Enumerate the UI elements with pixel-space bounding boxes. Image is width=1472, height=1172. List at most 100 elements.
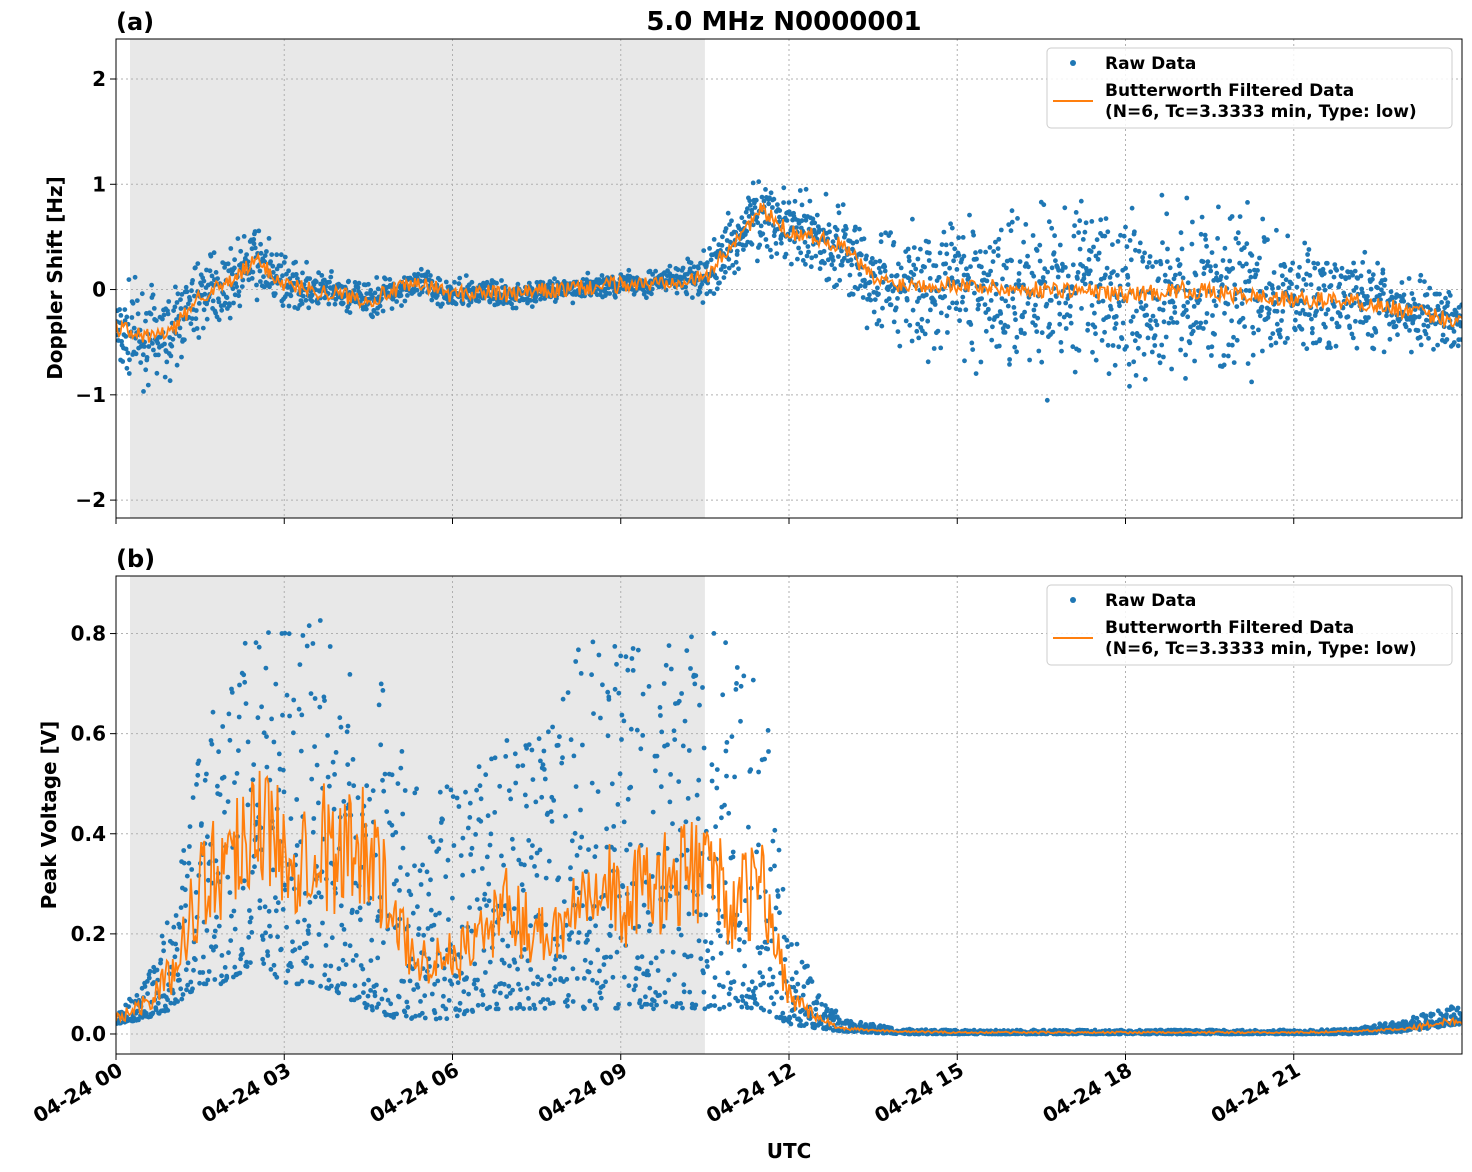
raw-data-point bbox=[318, 894, 324, 900]
raw-data-point bbox=[871, 309, 877, 315]
raw-data-point bbox=[733, 230, 739, 235]
raw-data-point bbox=[415, 271, 421, 277]
raw-data-point bbox=[307, 276, 313, 281]
raw-data-point bbox=[160, 316, 165, 322]
raw-data-point bbox=[538, 296, 543, 302]
raw-data-point bbox=[895, 296, 900, 301]
raw-data-point bbox=[1127, 238, 1133, 243]
raw-data-point bbox=[330, 759, 336, 765]
raw-data-point bbox=[526, 742, 532, 747]
raw-data-point bbox=[835, 203, 841, 209]
raw-data-point bbox=[974, 256, 979, 262]
raw-data-point bbox=[1320, 266, 1326, 272]
raw-data-point bbox=[594, 1006, 599, 1011]
raw-data-point bbox=[1185, 280, 1191, 286]
raw-data-point bbox=[877, 258, 883, 264]
raw-data-point bbox=[201, 278, 207, 284]
raw-data-point bbox=[417, 868, 423, 874]
raw-data-point bbox=[234, 771, 240, 776]
raw-data-point bbox=[966, 275, 971, 281]
raw-data-point bbox=[708, 257, 714, 263]
raw-data-point bbox=[723, 269, 728, 275]
raw-data-point bbox=[642, 289, 647, 295]
raw-data-point bbox=[754, 214, 760, 220]
raw-data-point bbox=[326, 301, 332, 307]
raw-data-point bbox=[1212, 331, 1217, 337]
raw-data-point bbox=[273, 908, 279, 914]
raw-data-point bbox=[1009, 258, 1014, 264]
raw-data-point bbox=[1300, 307, 1306, 313]
raw-data-point bbox=[316, 932, 322, 937]
raw-data-point bbox=[401, 979, 407, 984]
raw-data-point bbox=[878, 232, 884, 238]
raw-data-point bbox=[1336, 324, 1342, 329]
raw-data-point bbox=[633, 983, 638, 989]
raw-data-point bbox=[332, 301, 338, 307]
raw-data-point bbox=[457, 1000, 463, 1006]
raw-data-point bbox=[860, 295, 866, 300]
raw-data-point bbox=[234, 284, 240, 290]
raw-data-point bbox=[1146, 260, 1152, 265]
raw-data-point bbox=[261, 274, 266, 280]
raw-data-point bbox=[346, 781, 352, 787]
raw-data-point bbox=[979, 264, 984, 270]
raw-data-point bbox=[1171, 276, 1177, 282]
raw-data-point bbox=[768, 190, 774, 196]
raw-data-point bbox=[1249, 379, 1254, 385]
raw-data-point bbox=[1317, 337, 1323, 342]
raw-data-point bbox=[563, 813, 568, 819]
raw-data-point bbox=[342, 981, 348, 987]
raw-data-point bbox=[943, 261, 949, 267]
raw-data-point bbox=[1388, 289, 1394, 295]
raw-data-point bbox=[772, 827, 778, 833]
raw-data-point bbox=[1178, 230, 1184, 236]
raw-data-point bbox=[1090, 349, 1095, 355]
raw-data-point bbox=[1081, 272, 1087, 278]
raw-data-point bbox=[635, 647, 641, 653]
raw-data-point bbox=[745, 1005, 750, 1010]
raw-data-point bbox=[906, 258, 912, 264]
raw-data-point bbox=[1431, 346, 1436, 352]
raw-data-point bbox=[611, 824, 617, 829]
raw-data-point bbox=[713, 824, 718, 830]
y-tick-label: 1 bbox=[92, 172, 106, 196]
raw-data-point bbox=[270, 270, 276, 275]
raw-data-point bbox=[616, 690, 622, 696]
raw-data-point bbox=[1219, 282, 1225, 288]
raw-data-point bbox=[626, 983, 632, 989]
raw-data-point bbox=[368, 958, 374, 963]
raw-data-point bbox=[1353, 318, 1358, 324]
raw-data-point bbox=[518, 987, 523, 992]
raw-data-point bbox=[615, 802, 621, 807]
raw-data-point bbox=[337, 715, 343, 721]
raw-data-point bbox=[1020, 314, 1025, 320]
raw-data-point bbox=[369, 1004, 375, 1009]
raw-data-point bbox=[1244, 241, 1250, 247]
raw-data-point bbox=[585, 270, 591, 276]
raw-data-point bbox=[304, 259, 309, 265]
raw-data-point bbox=[230, 286, 236, 292]
raw-data-point bbox=[1312, 265, 1318, 271]
raw-data-point bbox=[755, 945, 761, 951]
raw-data-point bbox=[1158, 261, 1164, 267]
raw-data-point bbox=[420, 862, 425, 868]
raw-data-point bbox=[180, 992, 186, 997]
raw-data-point bbox=[224, 295, 230, 301]
raw-data-point bbox=[1118, 232, 1123, 238]
raw-data-point bbox=[302, 917, 307, 923]
raw-data-point bbox=[313, 279, 319, 285]
raw-data-point bbox=[134, 1008, 140, 1014]
raw-data-point bbox=[117, 307, 122, 312]
raw-data-point bbox=[356, 280, 362, 286]
raw-data-point bbox=[1218, 274, 1224, 279]
raw-data-point bbox=[466, 991, 471, 997]
raw-data-point bbox=[188, 321, 194, 327]
raw-data-point bbox=[596, 652, 602, 658]
raw-data-point bbox=[355, 285, 361, 290]
raw-data-point bbox=[686, 911, 692, 917]
raw-data-point bbox=[746, 214, 752, 219]
raw-data-point bbox=[658, 713, 663, 718]
raw-data-point bbox=[849, 262, 855, 268]
raw-data-point bbox=[1167, 265, 1173, 271]
raw-data-point bbox=[1077, 246, 1083, 252]
